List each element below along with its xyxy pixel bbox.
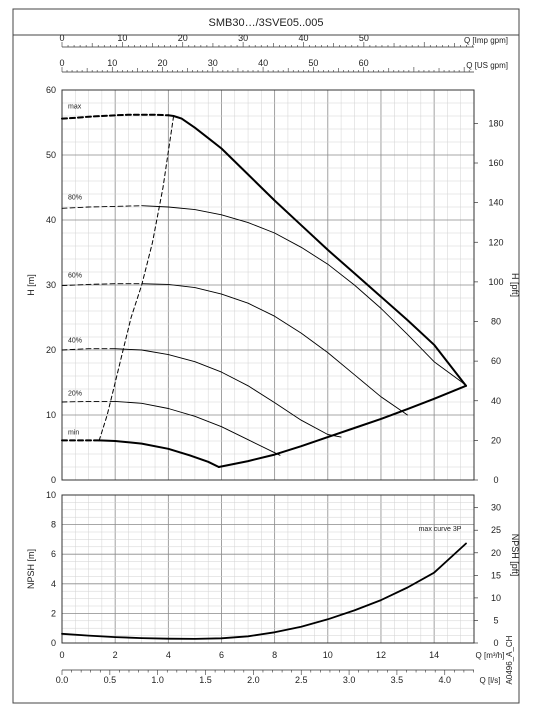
h-y-right-axis-label: H [pft] — [510, 273, 520, 297]
imp-gpm-tick-label: 30 — [238, 33, 248, 43]
imp-gpm-tick-label: 10 — [117, 33, 127, 43]
ls-tick-label: 0.0 — [56, 675, 69, 685]
h-plot-border — [61, 89, 475, 481]
h-pft-tick-label: 80 — [491, 317, 501, 327]
npsh-y-tick-label: 6 — [51, 549, 56, 559]
curves-layer — [61, 113, 467, 640]
npsh-curve — [61, 542, 467, 640]
h-y-tick-label: 60 — [46, 85, 56, 95]
m3h-tick-label: 4 — [166, 650, 171, 660]
imp-gpm-tick-label: 50 — [359, 33, 369, 43]
us-gpm-tick-label: 0 — [59, 58, 64, 68]
m3h-tick-label: 10 — [323, 650, 333, 660]
grid-layer — [61, 42, 478, 675]
npsh-pft-tick-label: 10 — [491, 593, 501, 603]
m3h-tick-label: 12 — [376, 650, 386, 660]
npsh-plot-border — [61, 494, 475, 644]
npsh-y-tick-label: 2 — [51, 608, 56, 618]
npsh-y-tick-label: 10 — [46, 490, 56, 500]
h-y-tick-label: 20 — [46, 345, 56, 355]
curve-40pct — [114, 348, 342, 438]
h-pft-tick-label: 60 — [491, 356, 501, 366]
us-gpm-tick-label: 10 — [107, 58, 117, 68]
ls-tick-label: 4.0 — [439, 675, 452, 685]
npsh-annotation: max curve 3P — [419, 526, 462, 533]
ls-tick-label: 3.5 — [391, 675, 404, 685]
npsh-pft-tick-label: 5 — [493, 615, 498, 625]
npsh-pft-tick-label: 20 — [491, 548, 501, 558]
us-gpm-tick-label: 50 — [308, 58, 318, 68]
npsh-y-right-axis-label: NPSH [pft] — [510, 534, 520, 577]
h-pft-tick-label: 120 — [488, 237, 503, 247]
npsh-pft-tick-label: 25 — [491, 525, 501, 535]
curve-40pct-dashed — [61, 348, 116, 351]
h-pft-tick-label: 160 — [488, 158, 503, 168]
curve-system — [217, 384, 467, 468]
curve-80pct-dashed — [61, 205, 143, 209]
npsh-pft-tick-label: 30 — [491, 503, 501, 513]
h-y-tick-label: 0 — [51, 475, 56, 485]
h-y-tick-label: 10 — [46, 410, 56, 420]
ls-tick-label: 0.5 — [104, 675, 117, 685]
ls-tick-label: 3.0 — [343, 675, 356, 685]
ls-axis-label: Q [l/s] — [480, 676, 501, 685]
curve-max-dashed — [61, 113, 170, 120]
us-gpm-tick-label: 30 — [208, 58, 218, 68]
h-y-tick-label: 50 — [46, 150, 56, 160]
h-y-tick-label: 30 — [46, 280, 56, 290]
npsh-y-tick-label: 0 — [51, 638, 56, 648]
h-pft-tick-label: 180 — [488, 118, 503, 128]
h-y-tick-label: 40 — [46, 215, 56, 225]
m3h-tick-label: 0 — [59, 650, 64, 660]
speed-label: min — [68, 429, 79, 436]
side-code-label: A0496_A_CH — [505, 635, 514, 684]
ls-tick-label: 2.5 — [295, 675, 308, 685]
us-gpm-tick-label: 60 — [359, 58, 369, 68]
m3h-axis-label: Q [m³/h] — [476, 651, 505, 660]
npsh-pft-tick-label: 0 — [493, 638, 498, 648]
speed-label: 40% — [68, 338, 82, 345]
imp-gpm-tick-label: 20 — [178, 33, 188, 43]
h-pft-tick-label: 40 — [491, 396, 501, 406]
curve-max — [167, 114, 467, 387]
curve-80pct — [141, 205, 467, 387]
imp-gpm-tick-label: 40 — [298, 33, 308, 43]
ls-tick-label: 2.0 — [247, 675, 260, 685]
curve-20pct-dashed — [61, 400, 116, 403]
axis-text-layer: 0 10 20 30 40 500 10 20 30 40 50 60Q [Imp gpm]Q [US… — [26, 33, 520, 685]
us-gpm-axis-label: Q [US gpm] — [466, 61, 508, 70]
speed-label: 20% — [68, 390, 82, 397]
npsh-y-tick-label: 4 — [51, 579, 56, 589]
ls-tick-label: 1.5 — [199, 675, 212, 685]
imp-gpm-tick-label: 0 — [59, 33, 64, 43]
curve-60pct-dashed — [61, 283, 143, 287]
npsh-y-axis-label: NPSH [m] — [26, 549, 36, 589]
npsh-y-tick-label: 8 — [51, 520, 56, 530]
m3h-tick-label: 14 — [429, 650, 439, 660]
outer-frame — [12, 8, 520, 704]
speed-label: 80% — [68, 195, 82, 202]
ls-tick-label: 1.0 — [151, 675, 164, 685]
curve-20pct — [114, 400, 281, 456]
chart-title: SMB30…/3SVE05..005 — [209, 17, 324, 29]
m3h-tick-label: 8 — [272, 650, 277, 660]
h-pft-tick-label: 20 — [491, 435, 501, 445]
h-pft-tick-label: 0 — [493, 475, 498, 485]
curve-min — [98, 439, 220, 468]
h-pft-tick-label: 100 — [488, 277, 503, 287]
us-gpm-tick-label: 20 — [158, 58, 168, 68]
us-gpm-tick-label: 40 — [258, 58, 268, 68]
h-pft-tick-label: 140 — [488, 198, 503, 208]
h-y-axis-label: H [m] — [26, 274, 36, 296]
curve-60pct — [141, 283, 408, 416]
curve-max-envelope — [98, 115, 175, 441]
speed-label: max — [68, 104, 82, 111]
speed-label: 60% — [68, 273, 82, 280]
m3h-tick-label: 2 — [113, 650, 118, 660]
imp-gpm-axis-label: Q [Imp gpm] — [464, 36, 508, 45]
m3h-tick-label: 6 — [219, 650, 224, 660]
npsh-pft-tick-label: 15 — [491, 570, 501, 580]
